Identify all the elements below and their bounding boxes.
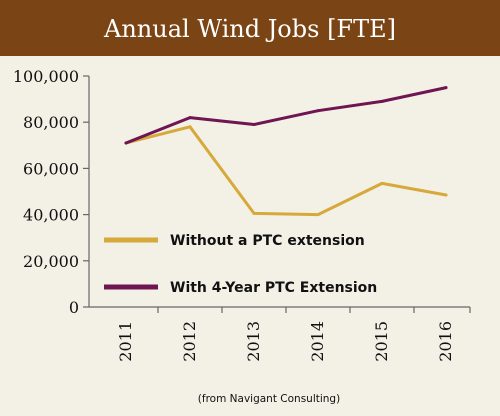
x-tick-label: 2013 — [244, 321, 263, 362]
data-point — [380, 181, 384, 185]
data-point — [380, 99, 384, 103]
data-point — [252, 123, 256, 126]
legend-label: With 4-Year PTC Extension — [170, 280, 377, 296]
y-tick-label: 100,000 — [13, 67, 79, 86]
x-tick-label: 2016 — [436, 321, 455, 362]
x-tick-label: 2014 — [308, 321, 327, 362]
data-point — [316, 213, 320, 217]
data-point — [188, 116, 192, 120]
y-tick-label: 20,000 — [23, 252, 79, 271]
x-axis-ticks: 2011 2012 2013 2014 2015 2016 — [116, 307, 471, 362]
axes — [88, 76, 470, 308]
data-point — [316, 109, 320, 113]
chart-title: Annual Wind Jobs [FTE] — [103, 15, 396, 43]
data-point — [444, 86, 448, 90]
data-point — [124, 141, 128, 145]
y-tick-label: 80,000 — [23, 113, 79, 132]
x-tick-label: 2011 — [116, 321, 135, 362]
data-point — [444, 193, 448, 197]
data-point — [188, 125, 192, 129]
x-tick-label: 2012 — [180, 321, 199, 362]
series-line-without-ptc — [124, 125, 448, 217]
x-tick-label: 2015 — [372, 321, 391, 362]
legend-label: Without a PTC extension — [170, 233, 365, 249]
series-line-with-ptc — [124, 86, 448, 145]
series-lines — [124, 86, 448, 217]
y-tick-label: 60,000 — [23, 159, 79, 178]
source-note: (from Navigant Consulting) — [198, 393, 340, 405]
data-point — [252, 211, 256, 215]
title-banner — [0, 0, 500, 56]
y-axis-ticks: 0 20,000 40,000 60,000 80,000 100,000 — [13, 67, 89, 317]
legend: Without a PTC extension With 4-Year PTC E… — [104, 233, 377, 296]
y-tick-label: 40,000 — [23, 206, 79, 225]
y-tick-label: 0 — [69, 298, 79, 317]
